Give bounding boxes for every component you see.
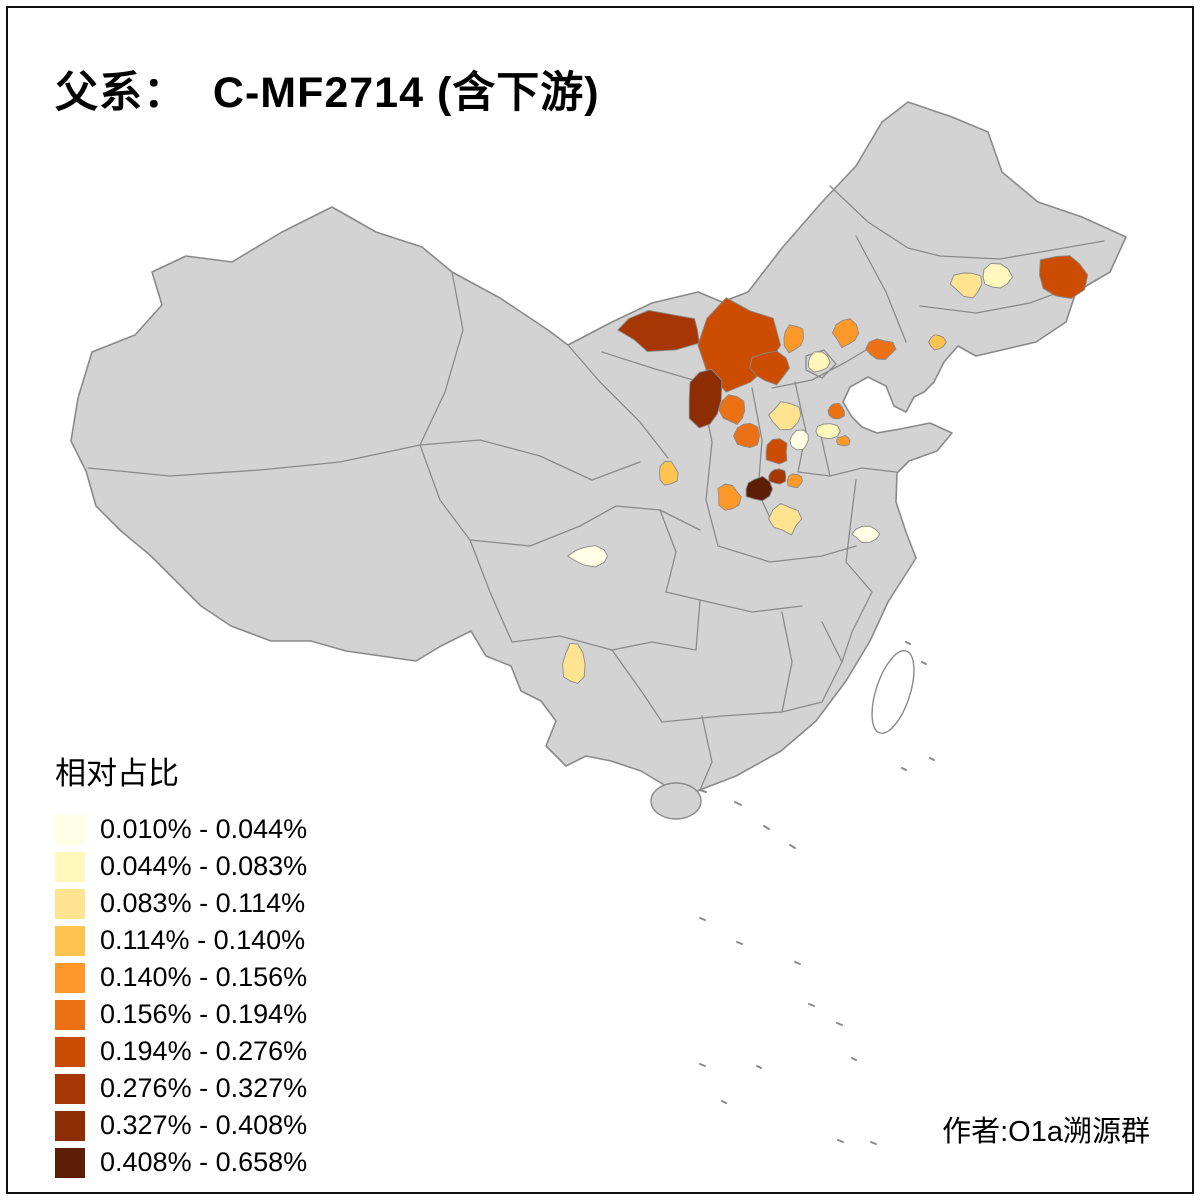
highlighted-regions — [562, 255, 1089, 684]
legend-label: 0.408% - 0.658% — [100, 1147, 308, 1177]
legend-swatch — [55, 814, 85, 845]
sea-islands-marks — [699, 641, 935, 1145]
map-region — [566, 545, 609, 568]
map-region — [831, 318, 860, 349]
legend-swatch — [55, 1036, 85, 1067]
page-title: 父系： C-MF2714 (含下游) — [55, 69, 600, 117]
map-region — [659, 460, 679, 486]
legend-item: 0.408% - 0.658% — [55, 1144, 307, 1181]
legend-item: 0.083% - 0.114% — [55, 885, 307, 922]
legend-item: 0.276% - 0.327% — [55, 1070, 307, 1107]
legend-label: 0.140% - 0.156% — [100, 962, 308, 992]
china-landmass — [70, 101, 1127, 792]
map-region — [949, 272, 983, 299]
legend-label: 0.010% - 0.044% — [100, 814, 308, 844]
map-region — [865, 338, 897, 360]
legend-swatch — [55, 925, 85, 956]
map-region — [749, 350, 790, 386]
map-region — [562, 642, 586, 684]
legend-label: 0.114% - 0.140% — [100, 925, 306, 955]
legend-item: 0.327% - 0.408% — [55, 1107, 307, 1144]
legend-swatch — [55, 962, 85, 993]
map-region — [617, 309, 700, 353]
attribution-text: 作者:O1a溯源群 — [942, 1116, 1150, 1148]
legend-swatch — [55, 1110, 85, 1141]
map-region — [768, 468, 787, 485]
map-region — [789, 429, 809, 451]
legend-swatch — [55, 888, 85, 919]
map-region — [928, 334, 947, 351]
hainan-island — [650, 782, 702, 820]
map-region — [768, 401, 802, 431]
legend: 相对占比 0.010% - 0.044% 0.044% - 0.083% 0.083… — [55, 748, 307, 1181]
legend-swatch — [55, 1147, 85, 1178]
legend-label: 0.276% - 0.327% — [100, 1073, 308, 1103]
legend-label: 0.327% - 0.408% — [100, 1110, 308, 1140]
legend-item: 0.114% - 0.140% — [55, 922, 307, 959]
map-region — [733, 422, 761, 448]
map-region — [783, 324, 804, 354]
legend-items: 0.010% - 0.044% 0.044% - 0.083% 0.083% - 0… — [55, 811, 307, 1181]
legend-label: 0.044% - 0.083% — [100, 851, 308, 881]
map-region — [827, 402, 845, 420]
map-region — [1039, 255, 1089, 299]
map-region — [815, 423, 841, 440]
legend-swatch — [55, 1073, 85, 1104]
legend-swatch — [55, 999, 85, 1030]
map-region — [808, 351, 831, 373]
legend-label: 0.156% - 0.194% — [100, 999, 308, 1029]
legend-item: 0.044% - 0.083% — [55, 848, 307, 885]
legend-swatch — [55, 851, 85, 882]
map-region — [765, 438, 788, 465]
map-region — [851, 525, 881, 543]
legend-item: 0.194% - 0.276% — [55, 1033, 307, 1070]
legend-item: 0.140% - 0.156% — [55, 959, 307, 996]
map-region — [982, 262, 1014, 289]
map-region — [768, 502, 803, 536]
legend-item: 0.156% - 0.194% — [55, 996, 307, 1033]
legend-label: 0.194% - 0.276% — [100, 1036, 308, 1066]
province-borders — [87, 185, 1105, 791]
legend-title: 相对占比 — [55, 756, 179, 791]
map-region — [745, 475, 773, 502]
map-region — [718, 394, 746, 425]
taiwan-island — [871, 650, 915, 734]
legend-item: 0.010% - 0.044% — [55, 811, 307, 848]
map-region — [717, 483, 742, 511]
map-region — [836, 434, 851, 447]
map-region — [688, 368, 723, 429]
legend-label: 0.083% - 0.114% — [100, 888, 306, 918]
map-region — [787, 473, 803, 489]
